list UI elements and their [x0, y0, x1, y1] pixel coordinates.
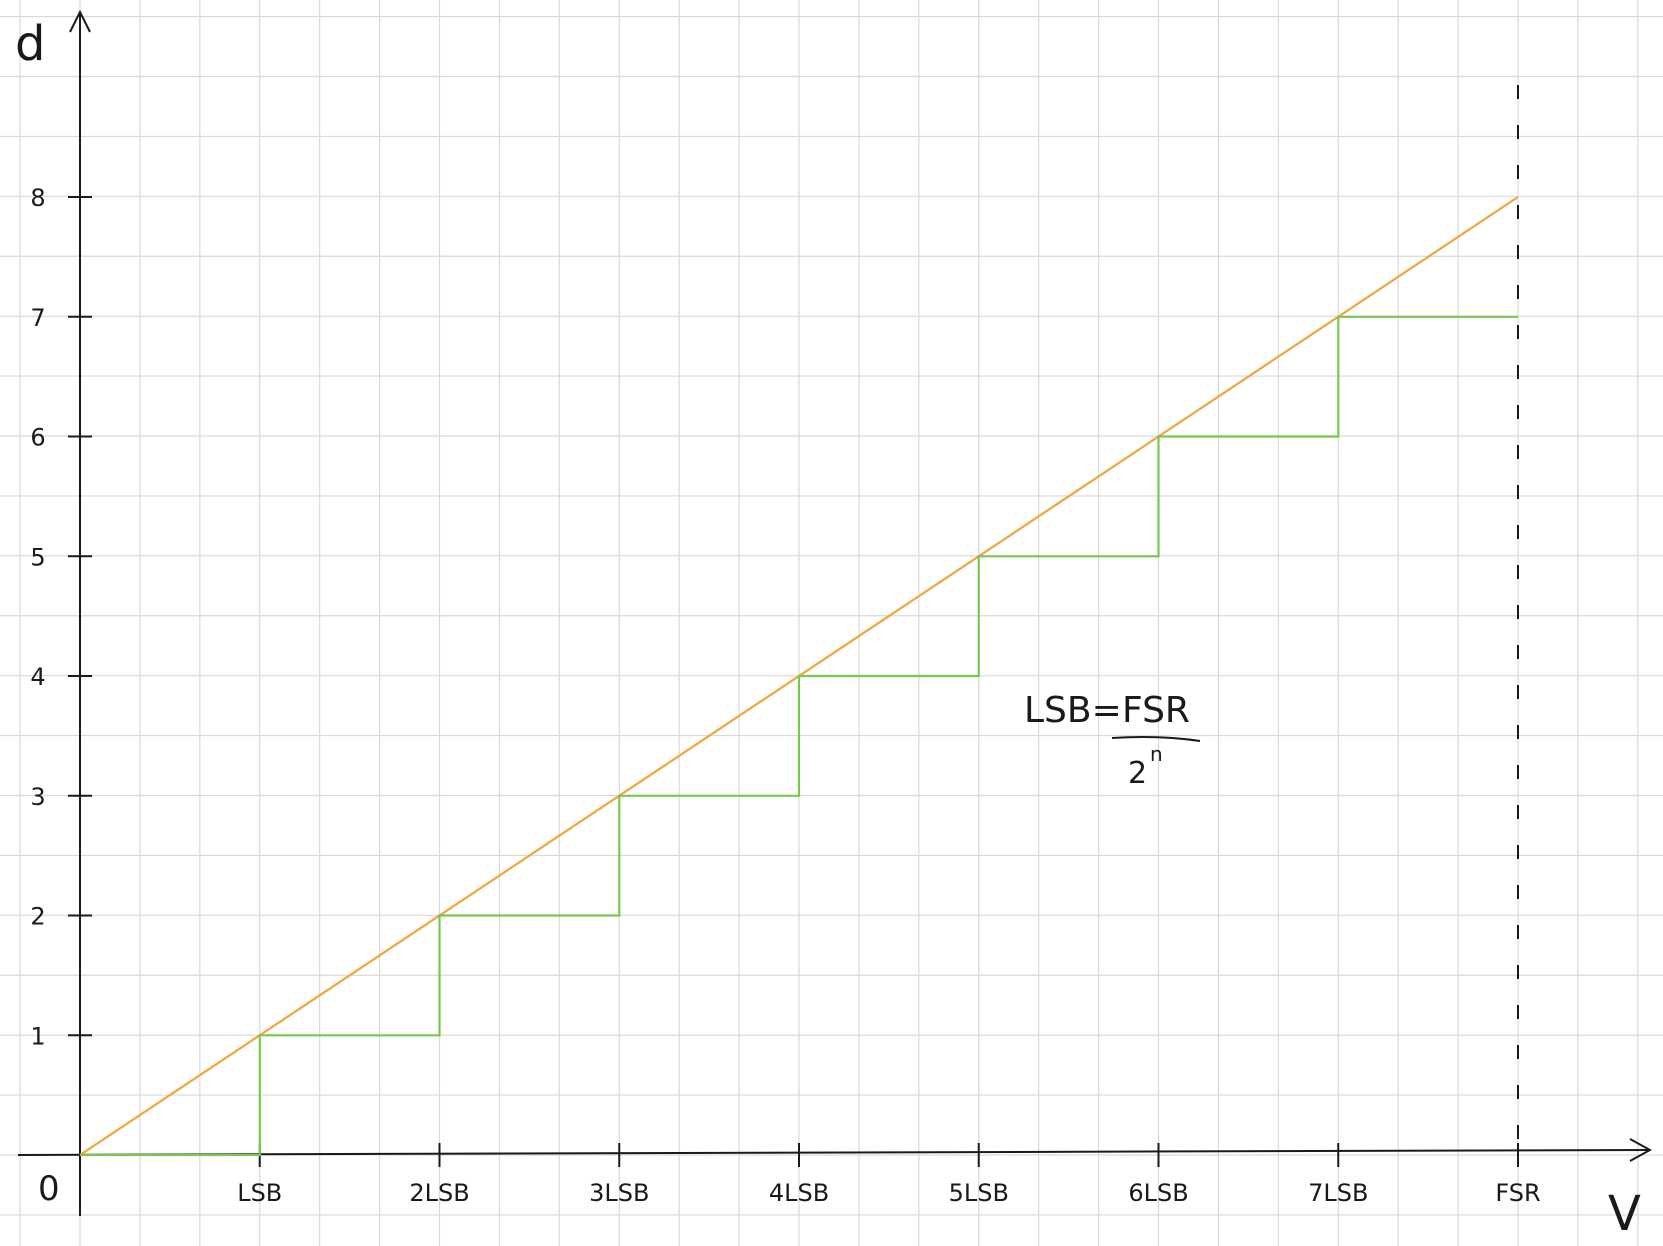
x-tick-label: LSB [237, 1179, 282, 1207]
series [79, 196, 1519, 1157]
y-tick-label: 6 [30, 424, 45, 452]
x-axis-arrow [1629, 1138, 1653, 1162]
y-tick-label: 8 [30, 184, 45, 212]
y-tick-label: 4 [30, 663, 45, 691]
labels: d V 0 [15, 16, 1641, 1242]
x-tick-label: 7LSB [1308, 1179, 1368, 1207]
formula-denominator: 2 [1128, 756, 1147, 791]
y-tick-label: 1 [30, 1022, 45, 1050]
y-tick-label: 7 [30, 304, 45, 332]
formula-fraction-bar [1111, 736, 1201, 742]
x-tick-label: 5LSB [949, 1179, 1009, 1207]
x-axis-line [17, 1149, 1651, 1156]
lsb-formula: LSB= FSR 2 n [1024, 690, 1201, 791]
y-axis-label: d [15, 16, 45, 72]
axes [17, 9, 1653, 1216]
y-tick-label: 5 [30, 543, 45, 571]
x-axis-label: V [1608, 1186, 1641, 1242]
x-tick-label: 4LSB [769, 1179, 829, 1207]
x-tick-label: 6LSB [1128, 1179, 1188, 1207]
x-tick-label: 3LSB [589, 1179, 649, 1207]
origin-label: 0 [38, 1169, 60, 1209]
formula-lhs: LSB= [1024, 690, 1122, 731]
y-tick-label: 2 [30, 903, 45, 931]
formula-numerator: FSR [1122, 690, 1190, 731]
y-tick-label: 3 [30, 783, 45, 811]
x-tick-label: 2LSB [409, 1179, 469, 1207]
formula-exponent: n [1150, 742, 1163, 766]
x-tick-label: FSR [1495, 1179, 1540, 1207]
y-axis-arrow [69, 9, 91, 33]
quantized-step-line [80, 315, 1518, 1157]
ticks: LSB 2LSB 3LSB 4LSB 5LSB 6LSB 7LSB FSR 1 2 3 4 5 6 7 8 [30, 184, 1540, 1207]
